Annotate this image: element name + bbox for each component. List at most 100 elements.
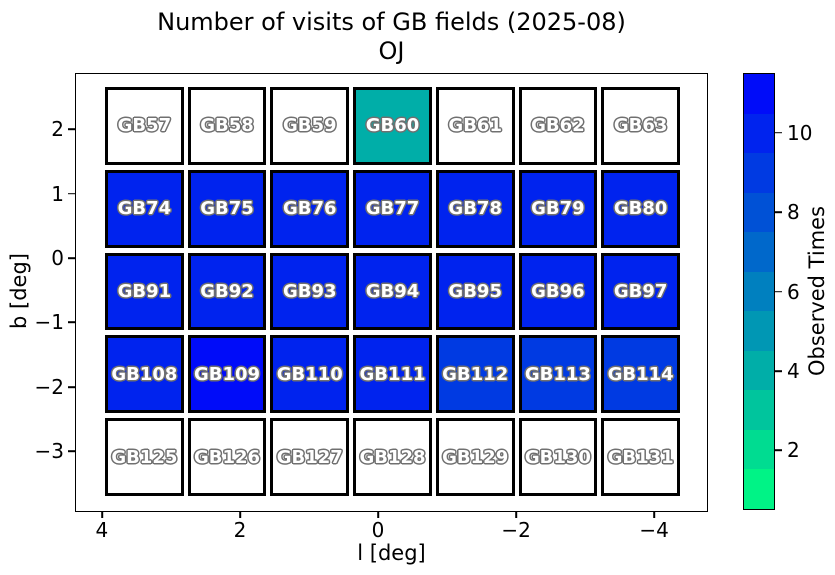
field-label: GB126	[194, 446, 261, 468]
x-tick-label: 2	[233, 518, 247, 542]
colorbar-segment	[744, 74, 774, 114]
field-label: GB57	[117, 115, 172, 137]
x-tick-mark	[515, 512, 517, 518]
field-label: GB92	[200, 280, 254, 302]
field-label: GB61	[448, 115, 502, 137]
field-label: GB129	[442, 446, 509, 468]
colorbar-segment	[744, 271, 774, 312]
colorbar-segment	[744, 113, 774, 154]
field-label: GB93	[283, 280, 337, 302]
field-cell-gb113: GB113	[518, 335, 598, 414]
field-label: GB110	[276, 363, 343, 385]
colorbar-tick-mark	[775, 290, 782, 293]
field-cell-gb110: GB110	[270, 335, 350, 414]
field-label: GB58	[200, 115, 254, 137]
field-cell-gb61: GB61	[435, 87, 515, 165]
colorbar-tick-label: 6	[787, 279, 800, 304]
colorbar-tick-mark	[775, 211, 782, 213]
y-tick-mark	[68, 128, 75, 130]
colorbar-tick-label: 10	[787, 120, 813, 145]
field-label: GB125	[111, 446, 178, 468]
x-tick-label: −4	[639, 518, 669, 542]
field-cell-gb74: GB74	[105, 169, 184, 248]
field-label: GB75	[200, 198, 254, 220]
field-cell-gb76: GB76	[270, 169, 350, 248]
x-tick-label: −2	[501, 518, 531, 542]
field-label: GB60	[365, 115, 420, 137]
field-label: GB109	[194, 363, 261, 385]
colorbar-tick-mark	[775, 449, 782, 452]
field-label: GB79	[531, 198, 585, 220]
field-cell-gb95: GB95	[435, 252, 515, 331]
field-cell-gb58: GB58	[187, 87, 267, 165]
field-cell-gb94: GB94	[353, 252, 432, 331]
field-label: GB76	[283, 198, 337, 220]
field-cell-gb127: GB127	[270, 418, 350, 496]
field-label: GB94	[365, 280, 420, 302]
y-tick-label: 1	[51, 181, 64, 206]
colorbar-segment	[744, 153, 774, 193]
y-tick-mark	[68, 192, 75, 195]
field-label: GB112	[442, 363, 509, 385]
field-label: GB91	[117, 280, 172, 302]
field-cell-gb112: GB112	[435, 335, 515, 414]
y-tick-mark	[68, 321, 75, 324]
field-label: GB128	[359, 446, 426, 468]
colorbar-segment	[744, 390, 774, 430]
field-label: GB63	[613, 115, 668, 137]
field-cell-gb97: GB97	[601, 252, 680, 331]
field-grid: GB57 GB58 GB59 GB60 GB61 GB62 GB63 GB74 GB75 GB76…	[105, 87, 680, 496]
y-axis-label: b [deg]	[7, 253, 31, 329]
field-cell-gb57: GB57	[105, 87, 184, 165]
y-tick-label: −3	[34, 439, 64, 464]
colorbar-segment	[744, 469, 774, 510]
x-tick-mark	[653, 512, 655, 518]
field-label: GB74	[117, 198, 172, 220]
field-label: GB111	[359, 363, 426, 385]
field-label: GB127	[276, 446, 343, 468]
field-cell-gb63: GB63	[601, 87, 680, 165]
chart-title: Number of visits of GB fields (2025-08)	[157, 8, 626, 36]
field-cell-gb92: GB92	[187, 252, 267, 331]
y-tick-label: 2	[51, 117, 64, 142]
x-tick-mark	[101, 512, 103, 518]
field-cell-gb78: GB78	[435, 169, 515, 248]
field-label: GB96	[531, 280, 585, 302]
y-tick-label: −1	[34, 310, 64, 335]
field-label: GB59	[283, 115, 337, 137]
field-label: GB78	[448, 198, 502, 220]
field-cell-gb75: GB75	[187, 169, 267, 248]
colorbar-tick-label: 4	[787, 358, 800, 383]
field-cell-gb114: GB114	[601, 335, 680, 414]
x-tick-mark	[377, 512, 379, 518]
field-label: GB95	[448, 280, 502, 302]
field-label: GB108	[111, 363, 178, 385]
x-tick-mark	[239, 512, 241, 518]
field-cell-gb62: GB62	[518, 87, 598, 165]
field-cell-gb108: GB108	[105, 335, 184, 414]
x-axis-label: l [deg]	[357, 541, 426, 565]
colorbar-tick-label: 8	[787, 200, 800, 225]
field-cell-gb125: GB125	[105, 418, 184, 496]
field-cell-gb77: GB77	[353, 169, 432, 248]
field-cell-gb130: GB130	[518, 418, 598, 496]
chart-subtitle: OJ	[378, 37, 405, 65]
colorbar-segment	[744, 232, 774, 272]
field-label: GB113	[524, 363, 591, 385]
y-tick-mark	[68, 386, 75, 388]
y-tick-label: 0	[51, 246, 64, 270]
field-label: GB131	[607, 446, 674, 468]
colorbar-tick-mark	[775, 370, 782, 372]
colorbar-tick-label: 2	[787, 438, 800, 463]
field-cell-gb80: GB80	[601, 169, 680, 248]
field-cell-gb91: GB91	[105, 252, 184, 331]
field-cell-gb60: GB60	[353, 87, 432, 165]
colorbar	[743, 73, 775, 510]
field-cell-gb111: GB111	[353, 335, 432, 414]
field-label: GB130	[524, 446, 591, 468]
field-cell-gb129: GB129	[435, 418, 515, 496]
field-cell-gb59: GB59	[270, 87, 350, 165]
field-cell-gb128: GB128	[353, 418, 432, 496]
colorbar-label: Observed Times	[805, 205, 829, 377]
y-tick-mark	[68, 257, 75, 259]
